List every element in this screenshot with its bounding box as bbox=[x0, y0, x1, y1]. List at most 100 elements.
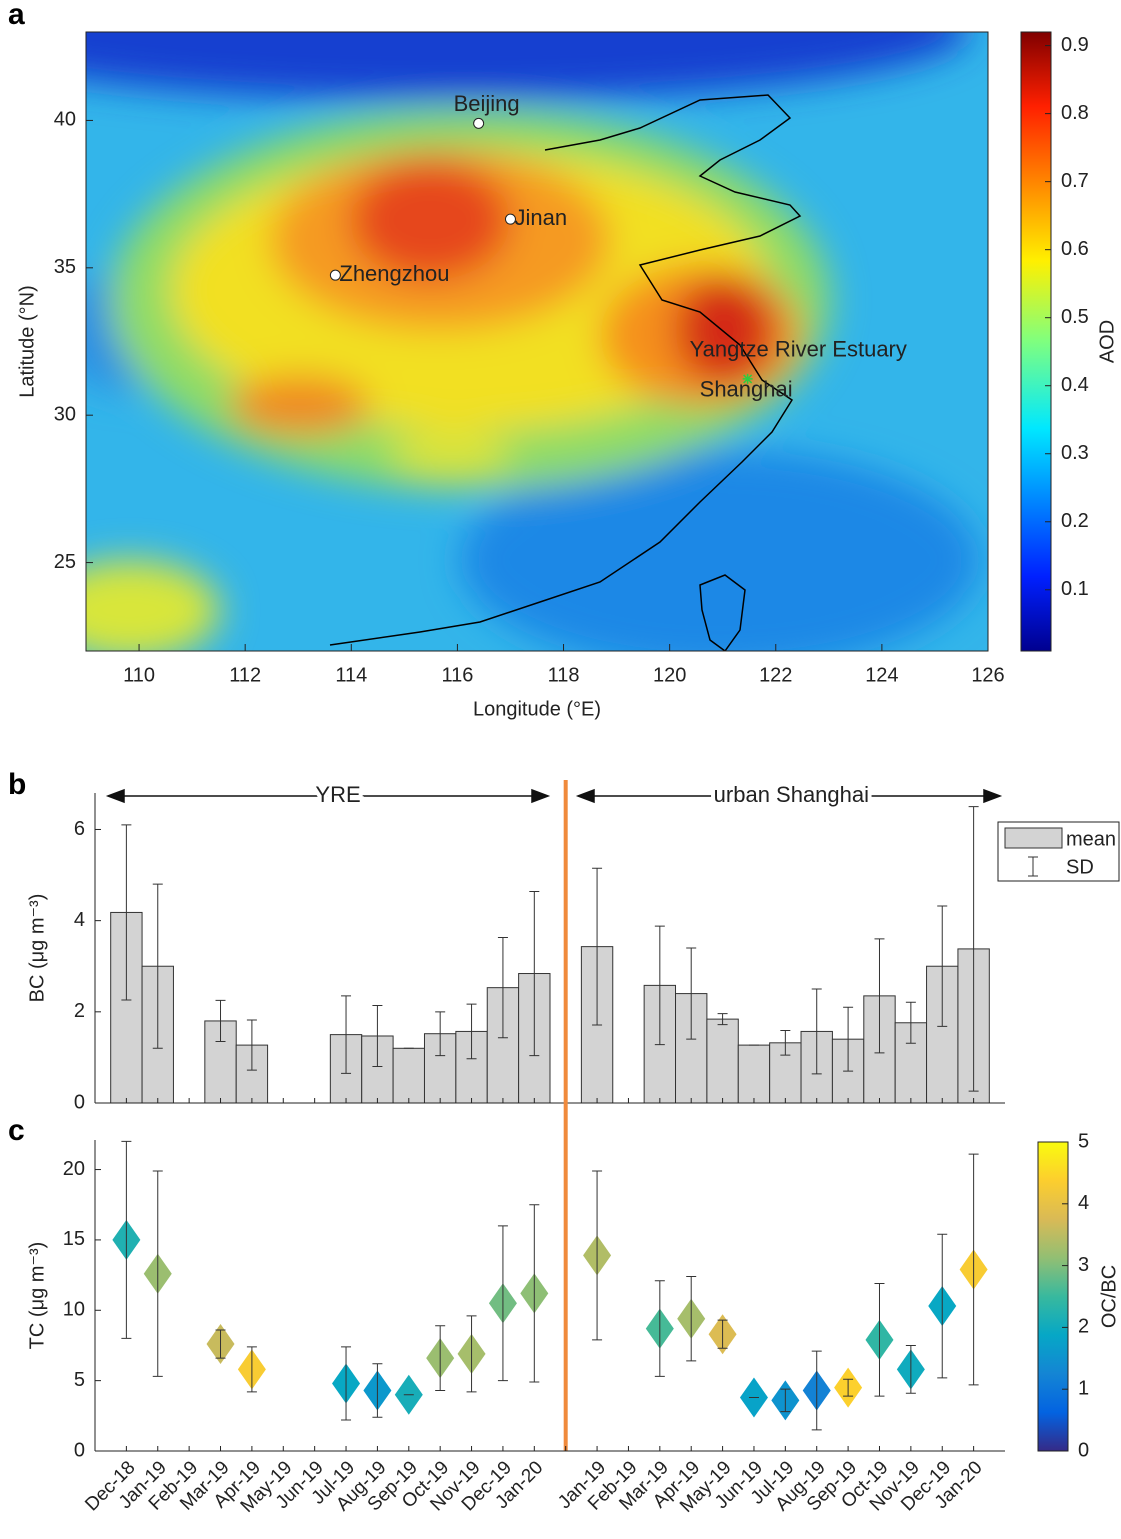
error-bar bbox=[529, 890, 540, 1057]
error-bar bbox=[811, 1350, 822, 1431]
x-tick-label: 112 bbox=[229, 664, 261, 686]
panel-label: b bbox=[8, 768, 26, 801]
coastline bbox=[699, 574, 746, 651]
colorbar-tick-label: 0.7 bbox=[1061, 170, 1089, 192]
colorbar-tick-label: 0.9 bbox=[1061, 34, 1089, 56]
y-tick-label: 4 bbox=[74, 909, 85, 931]
x-axis-label: Longitude (°E) bbox=[473, 698, 601, 720]
colorbar-tick-label: 2 bbox=[1078, 1316, 1089, 1338]
error-bar bbox=[246, 1019, 257, 1071]
group-label: YRE bbox=[315, 782, 360, 807]
colorbar-label: AOD bbox=[1096, 320, 1118, 363]
error-bar bbox=[215, 999, 226, 1042]
x-tick-label: 118 bbox=[548, 664, 580, 686]
error-bar bbox=[372, 1363, 383, 1418]
colorbar bbox=[1020, 31, 1052, 652]
x-tick-label: 122 bbox=[759, 664, 792, 686]
colorbar bbox=[1037, 1141, 1069, 1452]
x-tick-label: 110 bbox=[123, 664, 155, 686]
error-bar bbox=[937, 1233, 948, 1379]
legend-swatch bbox=[1004, 827, 1063, 849]
error-bar bbox=[811, 988, 822, 1075]
colorbar-tick-label: 0.6 bbox=[1061, 238, 1089, 260]
y-tick-label: 2 bbox=[74, 1000, 85, 1022]
city-label: Zhengzhou bbox=[339, 261, 449, 286]
error-bar bbox=[937, 905, 948, 1027]
x-tick-label: 120 bbox=[653, 664, 686, 686]
colorbar-tick-label: 0.3 bbox=[1061, 442, 1089, 464]
error-bar bbox=[529, 1204, 540, 1383]
x-tick-label: 124 bbox=[865, 664, 898, 686]
panel-label: a bbox=[8, 0, 25, 31]
city-label: Beijing bbox=[454, 91, 520, 116]
panel-label: c bbox=[8, 1114, 25, 1147]
aod-field bbox=[86, 32, 988, 651]
y-axis-label: Latitude (°N) bbox=[16, 285, 38, 398]
colorbar-tick-label: 0.8 bbox=[1061, 102, 1089, 124]
y-tick-label: 30 bbox=[54, 403, 76, 425]
legend-label: SD bbox=[1066, 856, 1094, 878]
y-tick-label: 10 bbox=[63, 1299, 85, 1321]
group-label: urban Shanghai bbox=[714, 782, 869, 807]
error-bar bbox=[905, 1344, 916, 1394]
y-axis-label: TC (μg m⁻³) bbox=[26, 1242, 48, 1350]
error-bar bbox=[968, 1153, 979, 1386]
annotation-arrows bbox=[105, 788, 1003, 804]
error-bar bbox=[435, 1325, 446, 1391]
error-bar bbox=[121, 1140, 132, 1339]
error-bar bbox=[466, 1003, 477, 1060]
error-bar bbox=[654, 1280, 665, 1377]
y-axis-label: BC (μg m⁻³) bbox=[26, 894, 48, 1003]
error-bar bbox=[874, 1283, 885, 1397]
colorbar-tick-label: 1 bbox=[1078, 1377, 1089, 1399]
y-tick-label: 6 bbox=[74, 818, 85, 840]
y-tick-label: 15 bbox=[63, 1228, 85, 1250]
error-bar bbox=[341, 1346, 352, 1421]
error-bar bbox=[592, 1170, 603, 1341]
colorbar-tick-label: 0.1 bbox=[1061, 578, 1089, 600]
error-bar bbox=[497, 937, 508, 1039]
y-tick-label: 40 bbox=[54, 109, 76, 131]
y-tick-label: 5 bbox=[74, 1369, 85, 1391]
legend-swatch bbox=[1028, 856, 1038, 877]
x-tick-label: 126 bbox=[971, 664, 1004, 686]
error-bar bbox=[780, 1030, 791, 1056]
colorbar-tick-label: 4 bbox=[1078, 1192, 1089, 1214]
colorbar-tick-label: 0.4 bbox=[1061, 374, 1089, 396]
y-tick-label: 25 bbox=[54, 551, 76, 573]
city-marker bbox=[329, 269, 341, 281]
error-bar bbox=[152, 883, 163, 1049]
city-marker bbox=[504, 213, 516, 225]
map-annotation: Yangtze River Estuary bbox=[690, 337, 907, 362]
error-bar bbox=[686, 947, 697, 1040]
error-bar bbox=[246, 1346, 257, 1393]
error-bar bbox=[717, 1319, 728, 1349]
error-bar bbox=[215, 1329, 226, 1359]
colorbar-tick-label: 5 bbox=[1078, 1130, 1089, 1152]
colorbar-tick-label: 3 bbox=[1078, 1254, 1089, 1276]
error-bar bbox=[843, 1006, 854, 1072]
error-bar bbox=[968, 806, 979, 1092]
error-bar bbox=[654, 925, 665, 1046]
error-bar bbox=[717, 1013, 728, 1026]
error-bar bbox=[843, 1378, 854, 1397]
error-bar bbox=[686, 1276, 697, 1362]
y-tick-label: 20 bbox=[63, 1158, 85, 1180]
bar bbox=[706, 1018, 739, 1104]
map-frame bbox=[85, 31, 989, 652]
error-bar bbox=[497, 1225, 508, 1382]
error-bar bbox=[905, 1001, 916, 1044]
error-bar bbox=[152, 1170, 163, 1377]
error-bar bbox=[874, 938, 885, 1054]
y-tick-label: 35 bbox=[54, 256, 76, 278]
colorbar-label: OC/BC bbox=[1098, 1265, 1120, 1328]
bar bbox=[392, 1047, 425, 1104]
error-bar bbox=[121, 824, 132, 1001]
error-bar bbox=[372, 1004, 383, 1068]
city-label: Shanghai bbox=[700, 377, 793, 402]
city-label: Jinan bbox=[514, 205, 567, 230]
legend-label: mean bbox=[1066, 828, 1116, 850]
x-tick-label: 114 bbox=[335, 664, 367, 686]
